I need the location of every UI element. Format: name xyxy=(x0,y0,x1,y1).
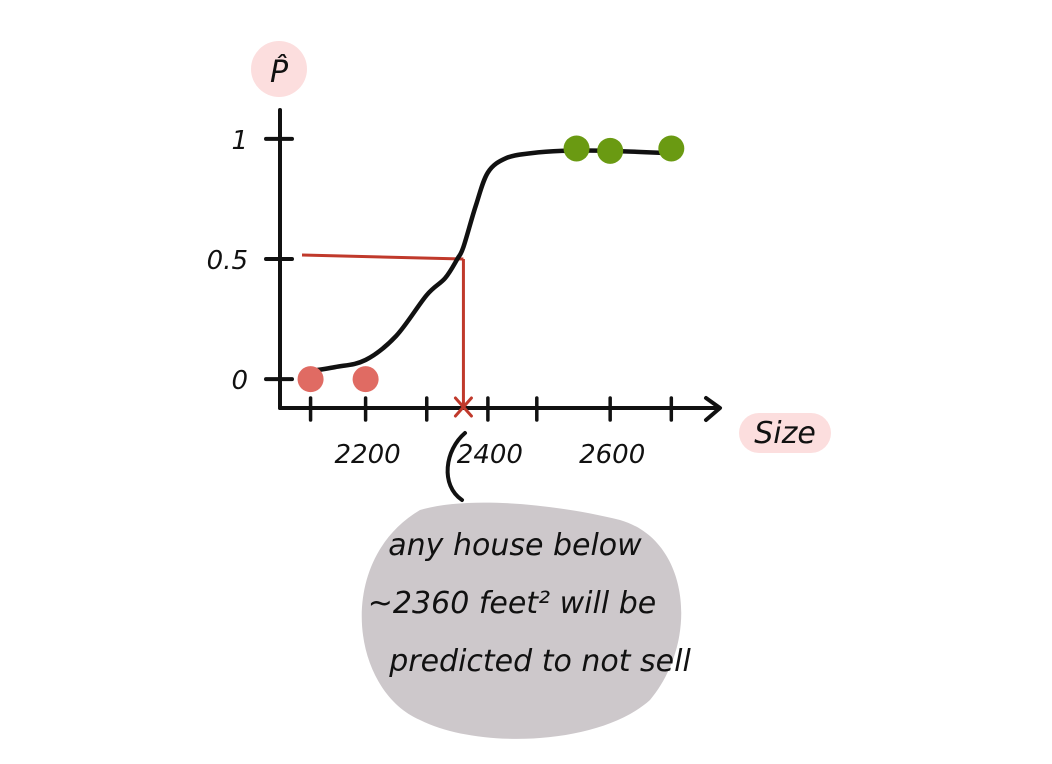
x-axis-label: Size xyxy=(754,416,816,451)
sold-point xyxy=(597,137,624,164)
annotation-bubble xyxy=(361,502,682,739)
axes xyxy=(278,108,722,422)
annotation-line-1: any house below xyxy=(388,528,642,563)
sigmoid-curve xyxy=(302,148,674,375)
not-sold-point xyxy=(297,366,324,393)
annotation-pointer xyxy=(445,431,467,502)
y-tick-label: 1 xyxy=(231,126,248,156)
not-sold-point xyxy=(352,366,379,393)
x-tick-label: 2600 xyxy=(579,440,645,470)
annotation-line-3: predicted to not sell xyxy=(388,644,691,679)
sold-point xyxy=(658,135,685,162)
x-axis-arrow-icon xyxy=(704,396,722,422)
threshold-lines xyxy=(301,253,473,418)
threshold-horizontal-line xyxy=(301,253,464,261)
ticks: 0 0.5 1 2200 2400 2600 xyxy=(207,126,674,470)
annotation-line-2: ~2360 feet² will be xyxy=(368,586,656,621)
y-tick-label: 0.5 xyxy=(207,246,248,276)
threshold-cross-icon xyxy=(453,396,473,418)
y-axis-label: P̂ xyxy=(270,54,289,90)
x-tick-label: 2200 xyxy=(335,440,401,470)
y-axis-label-bg xyxy=(251,41,307,97)
sold-point xyxy=(563,135,590,162)
data-points xyxy=(297,135,685,393)
x-axis-label-bg xyxy=(739,413,831,453)
y-tick-label: 0 xyxy=(231,366,248,396)
x-tick-label: 2400 xyxy=(457,440,523,470)
